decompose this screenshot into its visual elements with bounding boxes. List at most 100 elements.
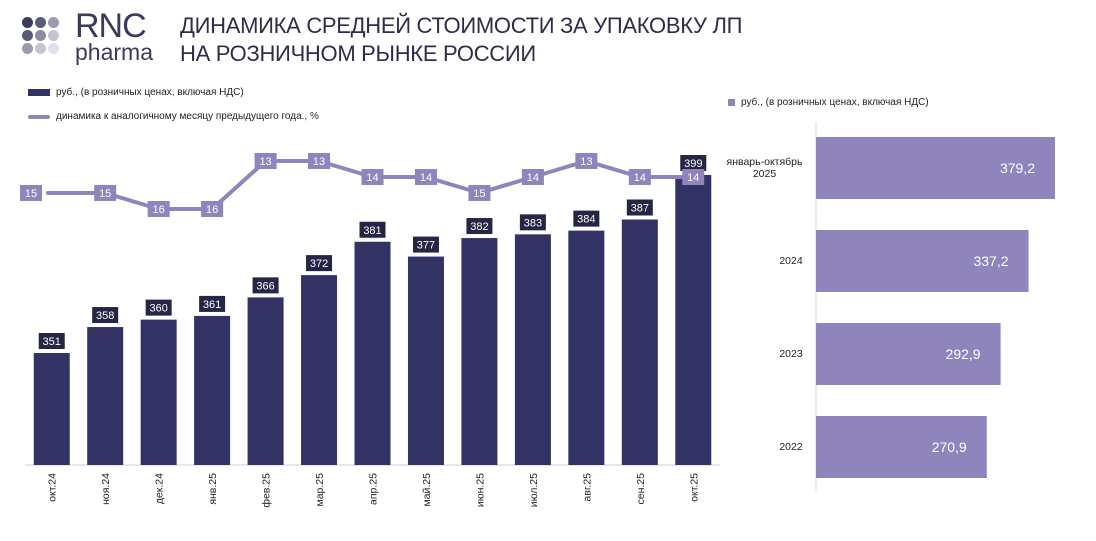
bar-label-bg-9 <box>519 214 546 231</box>
bar-label-bg-10 <box>573 210 600 227</box>
line-value-label: 13 <box>259 156 271 168</box>
hbar-value-label: 337,2 <box>973 253 1008 269</box>
x-tick-label: июл.25 <box>528 473 540 507</box>
line-point-8 <box>468 185 491 201</box>
hbar-category-label: 2022 <box>779 441 803 453</box>
legend-line-label: динамика к аналогичному месяцу предыдуще… <box>56 111 319 122</box>
hbar-value-label: 379,2 <box>1000 160 1035 176</box>
bar-5 <box>301 275 338 465</box>
line-value-label: 16 <box>206 204 218 216</box>
bar-value-label: 382 <box>470 221 488 233</box>
line-value-label: 15 <box>473 188 485 200</box>
bar-3 <box>194 315 231 465</box>
x-tick-label: дек.24 <box>154 473 166 504</box>
bar-value-label: 377 <box>417 240 435 252</box>
bar-label-bg-4 <box>252 277 279 294</box>
page-title: ДИНАМИКА СРЕДНЕЙ СТОИМОСТИ ЗА УПАКОВКУ Л… <box>180 12 742 68</box>
x-tick-label: апр.25 <box>368 473 380 505</box>
line-point-10 <box>575 153 598 169</box>
hbar-3 <box>816 416 987 478</box>
monthly-price-chart: 351 окт.24 358 ноя.24 360 дек.24 361 янв.25 366 ф… <box>20 153 720 508</box>
line-point-11 <box>628 169 651 185</box>
bar-6 <box>354 241 391 465</box>
line-value-label: 14 <box>366 172 378 184</box>
x-tick-label: мар.25 <box>314 473 326 507</box>
bar-4 <box>247 297 284 465</box>
line-point-1 <box>94 185 117 201</box>
legend-line-swatch <box>28 114 50 119</box>
bar-label-bg-3 <box>199 295 226 312</box>
x-tick-label: июн.25 <box>474 473 486 507</box>
bar-value-label: 384 <box>577 214 595 226</box>
bar-value-label: 387 <box>631 203 649 215</box>
bar-0 <box>33 353 70 465</box>
bar-value-label: 351 <box>43 336 61 348</box>
x-tick-label: фев.25 <box>261 473 273 508</box>
logo-dots-icon <box>22 17 70 65</box>
hbar-category-label: 2023 <box>779 348 803 360</box>
bar-value-label: 366 <box>256 280 274 292</box>
legend-bars: руб., (в розничных ценах, включая НДС) <box>28 87 244 98</box>
line-value-label: 15 <box>25 188 37 200</box>
title-line-1: ДИНАМИКА СРЕДНЕЙ СТОИМОСТИ ЗА УПАКОВКУ Л… <box>180 13 743 38</box>
bar-label-bg-12 <box>680 155 707 171</box>
line-point-7 <box>414 169 437 185</box>
bar-value-label: 399 <box>684 158 702 170</box>
line-point-3 <box>201 201 224 217</box>
legend-hbar-swatch <box>728 99 735 106</box>
legend-hbars: руб., (в розничных ценах, включая НДС) <box>728 97 929 108</box>
line-value-label: 13 <box>313 156 325 168</box>
line-point-9 <box>521 169 544 185</box>
logo-text-rnc: RNC <box>75 7 147 45</box>
x-tick-label: окт.25 <box>688 473 700 502</box>
legend-bar-swatch <box>28 89 50 96</box>
title-line-2: НА РОЗНИЧНОМ РЫНКЕ РОССИИ <box>180 41 536 66</box>
bar-10 <box>568 230 605 465</box>
bar-label-bg-7 <box>412 236 439 253</box>
line-point-5 <box>308 153 331 169</box>
hbar-0 <box>816 137 1055 199</box>
line-point-2 <box>147 201 170 217</box>
rnc-pharma-logo: RNC pharma <box>22 9 172 65</box>
bar-label-bg-0 <box>38 333 65 349</box>
bar-label-bg-11 <box>626 199 653 216</box>
line-value-label: 14 <box>687 172 699 184</box>
line-value-label: 14 <box>420 172 432 184</box>
bar-value-label: 381 <box>363 225 381 237</box>
bar-value-label: 358 <box>96 310 114 322</box>
bar-2 <box>140 319 177 465</box>
x-tick-label: окт.24 <box>47 473 59 502</box>
hbar-value-label: 270,9 <box>932 439 967 455</box>
line-value-label: 16 <box>153 204 165 216</box>
x-tick-label: май.25 <box>421 473 433 507</box>
x-tick-label: авг.25 <box>581 473 593 502</box>
hbar-1 <box>816 230 1029 292</box>
bar-label-bg-5 <box>306 255 333 272</box>
line-value-label: 14 <box>527 172 539 184</box>
line-value-label: 13 <box>580 156 592 168</box>
bar-value-label: 360 <box>149 303 167 315</box>
x-tick-label: янв.25 <box>207 473 219 505</box>
bar-1 <box>87 327 124 465</box>
legend-line: динамика к аналогичному месяцу предыдуще… <box>28 111 319 122</box>
x-tick-label: ноя.24 <box>100 473 112 505</box>
hbar-value-label: 292,9 <box>946 346 981 362</box>
bar-11 <box>621 219 658 465</box>
line-value-label: 14 <box>634 172 646 184</box>
bar-7 <box>407 256 444 465</box>
bar-label-bg-8 <box>466 218 493 235</box>
hbar-category-label: 2024 <box>779 255 803 267</box>
hbar-category-label: январь-октябрь 2025 <box>726 156 803 180</box>
logo-text-pharma: pharma <box>75 39 153 65</box>
line-point-0 <box>20 185 42 201</box>
bar-12 <box>675 175 712 465</box>
bar-value-label: 383 <box>524 217 542 229</box>
line-point-6 <box>361 169 384 185</box>
hbar-2 <box>816 323 1001 385</box>
legend-bar-label: руб., (в розничных ценах, включая НДС) <box>56 87 244 98</box>
bar-value-label: 372 <box>310 258 328 270</box>
line-point-4 <box>254 153 277 169</box>
line-point-12 <box>682 169 705 185</box>
legend-hbar-label: руб., (в розничных ценах, включая НДС) <box>741 97 929 108</box>
x-tick-label: сен.25 <box>635 473 647 505</box>
